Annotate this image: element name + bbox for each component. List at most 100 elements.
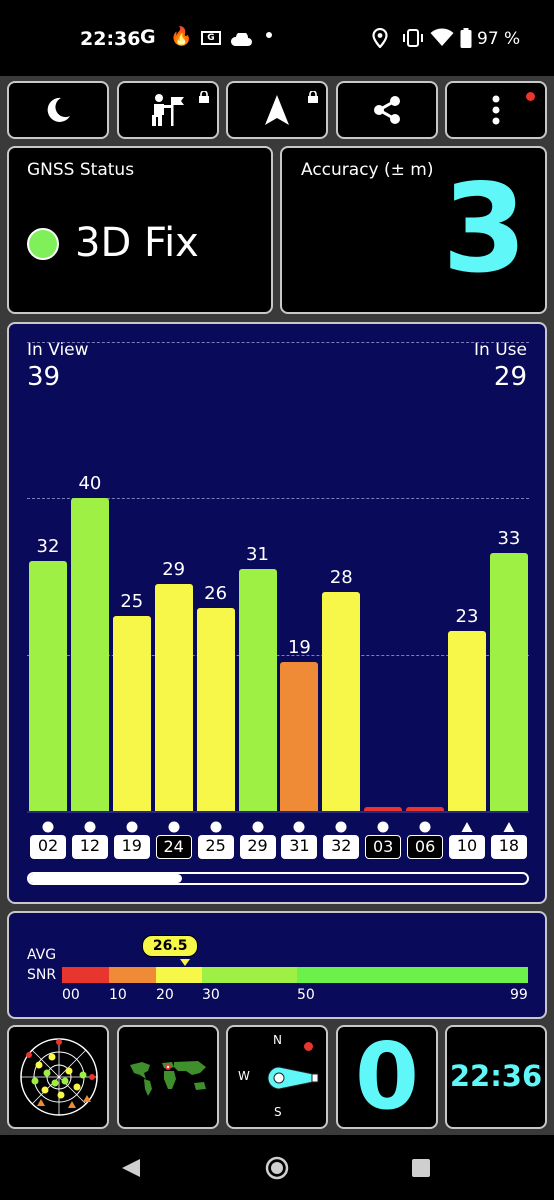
snr-value-label: 28 <box>329 567 353 589</box>
grid-line <box>27 342 529 343</box>
snr-scale-segment <box>109 967 156 983</box>
constellation-circle-icon <box>210 818 222 833</box>
prn-label: 03 <box>365 835 402 859</box>
snr-value-label: 33 <box>497 528 521 550</box>
moon-icon <box>47 97 70 122</box>
compass-needle-icon <box>267 1066 319 1090</box>
prn-label: 02 <box>30 835 66 859</box>
world-map-icon <box>130 1061 206 1096</box>
lock-icon <box>199 91 209 103</box>
snr-bar <box>364 807 403 811</box>
snr-tick-label: 20 <box>156 987 174 1003</box>
prn-label: 25 <box>197 835 234 859</box>
constellation-circle-icon <box>419 818 431 833</box>
snr-scale-segment <box>156 967 202 983</box>
wifi-icon <box>430 28 454 52</box>
snr-bar <box>406 807 445 811</box>
snr-value-label: 40 <box>78 473 102 495</box>
snr-tick-label: 10 <box>109 987 127 1003</box>
more-menu-button[interactable] <box>445 81 547 139</box>
snr-value-label: 31 <box>246 543 269 565</box>
snr-tick-label: 50 <box>297 987 315 1003</box>
pointer-triangle <box>179 959 190 966</box>
accuracy-label: Accuracy (± m) <box>301 160 434 180</box>
snr-bar <box>70 498 109 811</box>
grid-line <box>27 654 529 656</box>
snr-bar <box>196 607 235 811</box>
battery-percent: 97 % <box>477 29 521 49</box>
speed-tile[interactable]: 0 <box>336 1023 438 1130</box>
prn-label: 06 <box>407 835 444 859</box>
constellation-circle-icon <box>126 818 138 833</box>
snr-scale-segment <box>62 967 109 983</box>
share-button[interactable] <box>336 81 438 139</box>
snr-bar-chart: 32 02 40 12 25 19 29 24 26 25 31 29 19 31 28 32 03 06 23 10… <box>9 324 545 864</box>
notification-badge <box>526 92 535 101</box>
fix-status-value: 3D Fix <box>75 220 199 266</box>
avg-snr-pointer: 26.5 <box>141 935 199 966</box>
prn-label: 29 <box>239 835 276 859</box>
compass-south: S <box>274 1105 282 1119</box>
accuracy-panel[interactable]: Accuracy (± m) 3 <box>280 146 547 314</box>
google-icon: G <box>140 26 156 48</box>
constellation-triangle-icon <box>461 818 473 832</box>
in-use-label: In Use <box>474 340 527 360</box>
snr-label: SNR <box>27 967 57 983</box>
gnss-status-label: GNSS Status <box>27 160 135 180</box>
compass-tile[interactable]: N S W <box>226 1025 328 1129</box>
snr-value-label: 29 <box>162 559 186 581</box>
prn-label: 12 <box>71 835 108 859</box>
in-use-count: 29 <box>493 362 527 392</box>
snr-tick-label: 00 <box>62 987 80 1003</box>
clock-tile[interactable]: 22:36 <box>445 1025 547 1129</box>
snr-value-label: 32 <box>36 535 60 557</box>
prn-label: 10 <box>449 835 485 859</box>
snr-value-label: 19 <box>287 637 311 659</box>
snr-bar <box>448 631 486 811</box>
north-indicator-dot <box>304 1042 313 1051</box>
status-time: 22:36 <box>80 28 141 50</box>
recents-icon[interactable] <box>411 1158 431 1178</box>
share-icon <box>374 96 400 124</box>
vibrate-icon <box>402 28 424 53</box>
constellation-circle-icon <box>168 818 180 833</box>
avg-label: AVG <box>27 947 57 963</box>
snr-bar <box>112 615 151 811</box>
night-mode-button[interactable] <box>7 81 109 139</box>
snr-scale-segment <box>297 967 528 983</box>
in-view-label: In View <box>27 340 89 360</box>
compass-north: N <box>273 1033 282 1047</box>
prn-label: 31 <box>281 835 318 859</box>
navigation-arrow-icon <box>265 95 289 125</box>
constellation-circle-icon <box>42 818 54 833</box>
scroll-thumb[interactable] <box>29 874 182 883</box>
snr-tick-label: 30 <box>202 987 220 1003</box>
snr-scale-segment <box>202 967 297 983</box>
battery-icon <box>460 28 472 53</box>
fix-status-dot <box>27 228 59 260</box>
speed-value: 0 <box>354 1023 419 1130</box>
cloud-icon <box>230 30 252 52</box>
snr-bar <box>322 592 361 811</box>
snr-tick-label: 99 <box>510 987 528 1003</box>
navigate-button[interactable] <box>226 81 328 139</box>
clock-value: 22:36 <box>449 1059 543 1093</box>
snr-bar <box>154 584 193 811</box>
snr-bar <box>29 560 67 811</box>
back-icon[interactable] <box>120 1157 142 1179</box>
compass-west: W <box>238 1069 250 1083</box>
snr-value-label: 25 <box>120 590 144 612</box>
grid-line <box>27 498 529 500</box>
snr-bar <box>280 662 319 811</box>
sky-plot-icon <box>20 1038 98 1116</box>
sky-plot-tile[interactable] <box>7 1025 109 1129</box>
snr-value-label: 23 <box>455 606 479 628</box>
world-map-tile[interactable] <box>117 1025 219 1129</box>
avg-snr-panel[interactable]: AVG SNR 00 10 20 30 50 99 26.5 <box>7 911 547 1019</box>
scroll-track[interactable] <box>27 872 529 885</box>
gnss-status-panel[interactable]: GNSS Status 3D Fix <box>7 146 273 314</box>
hiker-button[interactable] <box>117 81 219 139</box>
satellite-snr-panel[interactable]: In View 39 In Use 29 32 02 40 12 25 19 29 24 26 2… <box>7 322 547 904</box>
home-icon[interactable] <box>265 1156 289 1180</box>
dot-icon <box>266 32 272 38</box>
